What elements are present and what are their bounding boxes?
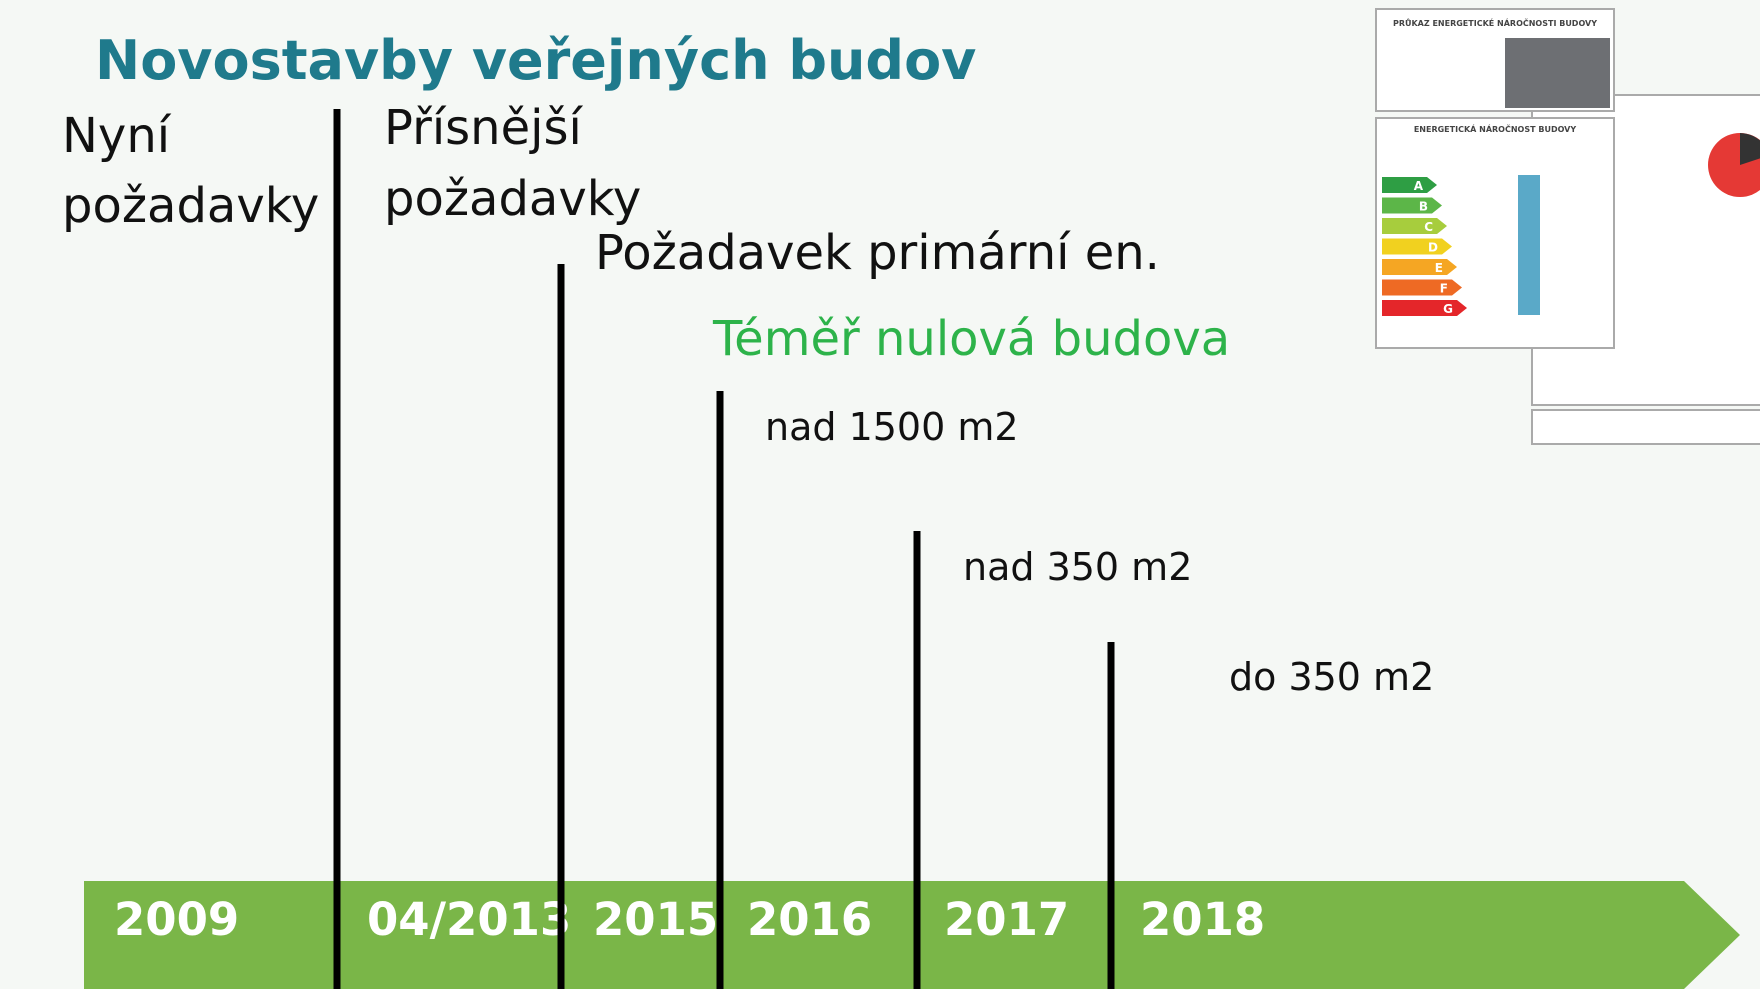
class-arrow	[1382, 279, 1462, 296]
milestone-label: požadavky	[62, 178, 319, 234]
class-arrow	[1382, 197, 1442, 214]
pie-slice	[1740, 133, 1760, 165]
milestone-label: požadavky	[384, 171, 641, 227]
slide-title: Novostavby veřejných budov	[95, 29, 976, 92]
year-label: 2016	[747, 893, 872, 946]
class-arrow	[1382, 218, 1447, 234]
highlight-label: Téměř nulová budova	[712, 311, 1230, 367]
cert-heading: PRŮKAZ ENERGETICKÉ NÁROČNOSTI BUDOVY	[1393, 17, 1597, 28]
class-letter: C	[1424, 220, 1433, 234]
class-letter: B	[1419, 200, 1428, 214]
class-letter: F	[1440, 282, 1448, 296]
cert-subheading: ENERGETICKÁ NÁROČNOST BUDOVY	[1414, 123, 1577, 134]
class-arrow	[1382, 259, 1457, 275]
sheet-footer	[1531, 409, 1760, 445]
class-letter: A	[1414, 179, 1424, 193]
class-arrow	[1382, 177, 1437, 193]
milestone-label: do 350 m2	[1229, 655, 1434, 699]
milestone-label: nad 350 m2	[963, 545, 1192, 589]
class-arrow	[1382, 300, 1467, 316]
class-letter: G	[1443, 302, 1453, 316]
year-label: 2015	[593, 893, 718, 946]
year-label: 2018	[1140, 893, 1265, 946]
photo	[1505, 38, 1610, 108]
timeline-arrow	[84, 881, 1740, 989]
class-letter: E	[1435, 261, 1443, 275]
milestone-label: Požadavek primární en.	[595, 225, 1160, 281]
timeline: Nyní požadavky 2009 Přísnější požadavky 04/20…	[62, 100, 1434, 989]
class-arrow	[1382, 238, 1452, 255]
milestone-label: Nyní	[62, 108, 172, 164]
class-letter: D	[1428, 241, 1438, 255]
year-label: 2017	[944, 893, 1069, 946]
year-label: 04/2013	[367, 893, 571, 946]
year-label: 2009	[114, 893, 239, 946]
milestone-label: nad 1500 m2	[765, 405, 1019, 449]
scale-bar	[1518, 175, 1540, 315]
milestone-label: Přísnější	[384, 100, 583, 156]
certificate-illustration: PRŮKAZ ENERGETICKÉ NÁROČNOSTI BUDOVY ENE…	[1375, 8, 1760, 445]
